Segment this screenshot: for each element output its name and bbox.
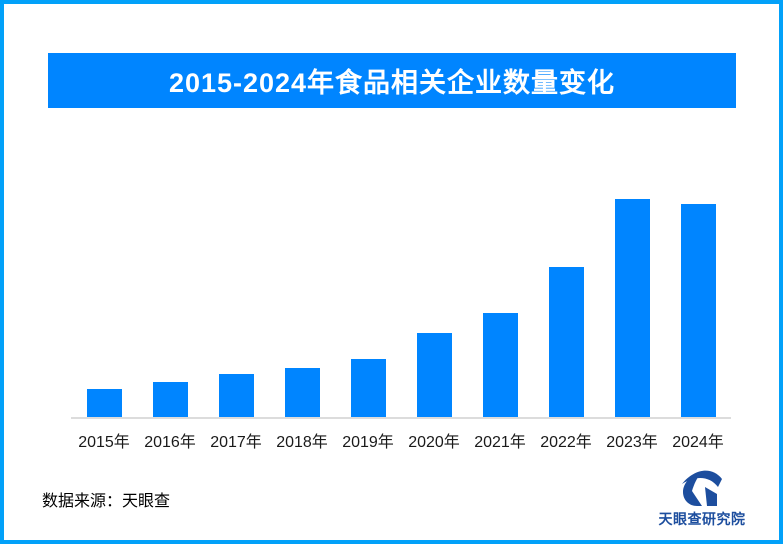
tianyancha-logo-icon: [682, 470, 722, 506]
x-axis-label: 2018年: [276, 434, 328, 451]
bar-2017年: [218, 374, 254, 417]
bar-slot: [401, 150, 467, 417]
bar-slot: [203, 150, 269, 417]
x-axis-label: 2016年: [144, 434, 196, 451]
bar-chart: [71, 150, 731, 419]
bar-slot: [467, 150, 533, 417]
bar-2022年: [548, 267, 584, 417]
bar-2021年: [482, 313, 518, 417]
bar-slot: [269, 150, 335, 417]
bar-2020年: [416, 333, 452, 417]
data-source-label: 数据来源：天眼查: [42, 493, 171, 510]
x-axis-label: 2017年: [210, 434, 262, 451]
title-banner: 2015-2024年食品相关企业数量变化: [48, 53, 736, 108]
x-axis-label: 2020年: [408, 434, 460, 451]
x-axis-labels: 2015年 2016年 2017年 2018年 2019年 2020年 2021年 2022年…: [71, 428, 731, 452]
bar-2023年: [614, 199, 650, 417]
bar-slot: [599, 150, 665, 417]
x-axis-label: 2023年: [606, 434, 658, 451]
bar-slot: [137, 150, 203, 417]
x-axis-label: 2021年: [474, 434, 526, 451]
page-title: 2015-2024年食品相关企业数量变化: [168, 68, 616, 98]
bar-2019年: [350, 359, 386, 417]
bar-slot: [335, 150, 401, 417]
tianyancha-research-logo: 天眼查研究院: [654, 467, 750, 529]
bar-2016年: [152, 381, 188, 417]
bar-slot: [665, 150, 731, 417]
x-axis-label: 2019年: [342, 434, 394, 451]
bar-2018年: [284, 367, 320, 417]
bar-slot: [71, 150, 137, 417]
logo-wordmark: 天眼查研究院: [658, 511, 746, 527]
bar-2015年: [86, 389, 122, 417]
bar-slot: [533, 150, 599, 417]
bar-2024年: [680, 204, 716, 417]
x-axis-label: 2015年: [78, 434, 130, 451]
x-axis-label: 2024年: [672, 434, 724, 451]
x-axis-label: 2022年: [540, 434, 592, 451]
